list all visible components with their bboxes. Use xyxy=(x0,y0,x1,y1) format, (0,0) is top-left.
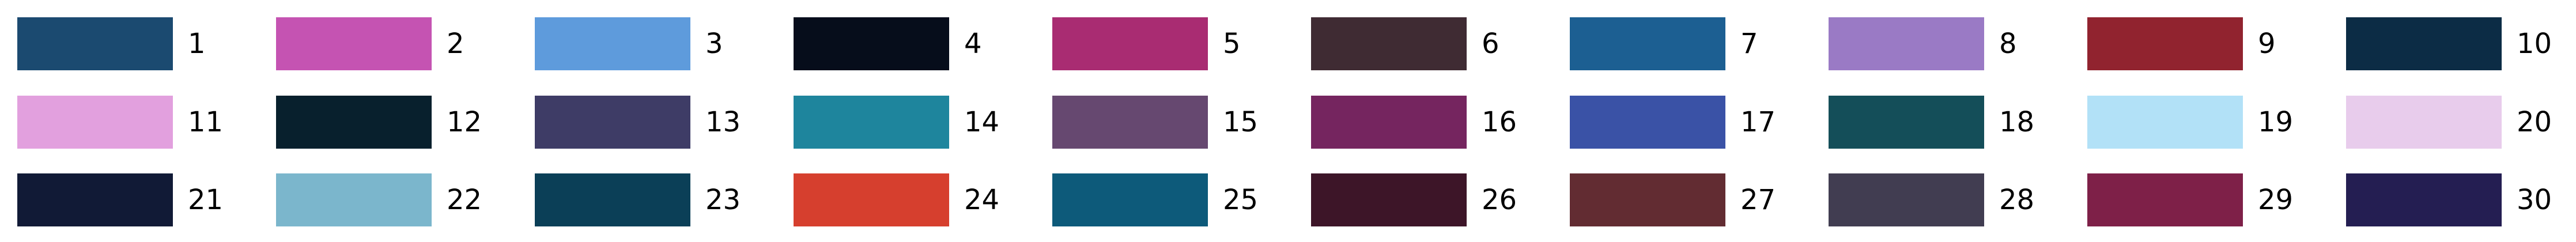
swatch-item: 6 xyxy=(1294,17,1547,70)
swatch-item: 29 xyxy=(2070,173,2324,226)
swatch-number-label: 12 xyxy=(447,106,482,138)
swatch-number-label: 2 xyxy=(447,28,464,60)
color-swatch xyxy=(17,96,173,149)
swatch-item: 27 xyxy=(1553,173,1806,226)
swatch-number-label: 18 xyxy=(1999,106,2035,138)
swatch-number-label: 25 xyxy=(1223,184,1259,216)
color-swatch xyxy=(276,173,432,226)
swatch-number-label: 20 xyxy=(2517,106,2552,138)
color-swatch xyxy=(1311,17,1467,70)
swatch-number-label: 10 xyxy=(2517,28,2552,60)
swatch-item: 9 xyxy=(2070,17,2324,70)
swatch-number-label: 21 xyxy=(188,184,224,216)
color-swatch xyxy=(1570,96,1725,149)
swatch-number-label: 3 xyxy=(705,28,723,60)
swatch-item: 17 xyxy=(1553,96,1806,149)
swatch-number-label: 26 xyxy=(1482,184,1517,216)
color-swatch xyxy=(2346,17,2502,70)
swatch-item: 21 xyxy=(0,173,254,226)
swatch-item: 19 xyxy=(2070,96,2324,149)
swatch-number-label: 1 xyxy=(188,28,206,60)
swatch-number-label: 27 xyxy=(1740,184,1776,216)
swatch-number-label: 9 xyxy=(2258,28,2276,60)
color-swatch xyxy=(1052,17,1208,70)
swatch-item: 30 xyxy=(2329,173,2576,226)
swatch-item: 12 xyxy=(259,96,512,149)
color-swatch xyxy=(17,173,173,226)
color-swatch xyxy=(1311,173,1467,226)
swatch-item: 1 xyxy=(0,17,254,70)
swatch-item: 11 xyxy=(0,96,254,149)
swatch-number-label: 14 xyxy=(964,106,1000,138)
swatch-item: 20 xyxy=(2329,96,2576,149)
color-swatch xyxy=(1570,17,1725,70)
swatch-item: 10 xyxy=(2329,17,2576,70)
color-swatch xyxy=(1829,173,1984,226)
swatch-number-label: 7 xyxy=(1740,28,1758,60)
color-swatch xyxy=(1052,96,1208,149)
swatch-number-label: 22 xyxy=(447,184,482,216)
swatch-item: 14 xyxy=(776,96,1030,149)
color-swatch xyxy=(2087,17,2243,70)
color-swatch xyxy=(17,17,173,70)
swatch-number-label: 4 xyxy=(964,28,982,60)
swatch-item: 8 xyxy=(1811,17,2065,70)
color-swatch xyxy=(2087,173,2243,226)
swatch-number-label: 30 xyxy=(2517,184,2552,216)
color-swatch xyxy=(535,173,690,226)
color-swatch xyxy=(276,96,432,149)
swatch-number-label: 28 xyxy=(1999,184,2035,216)
swatch-number-label: 23 xyxy=(705,184,741,216)
swatch-item: 28 xyxy=(1811,173,2065,226)
color-swatch xyxy=(794,173,949,226)
swatch-item: 26 xyxy=(1294,173,1547,226)
swatch-item: 23 xyxy=(518,173,771,226)
swatch-item: 7 xyxy=(1553,17,1806,70)
swatch-item: 4 xyxy=(776,17,1030,70)
color-swatch xyxy=(1570,173,1725,226)
color-swatch xyxy=(2346,173,2502,226)
swatch-number-label: 5 xyxy=(1223,28,1241,60)
swatch-number-label: 6 xyxy=(1482,28,1499,60)
swatch-number-label: 16 xyxy=(1482,106,1517,138)
swatch-number-label: 19 xyxy=(2258,106,2294,138)
swatch-number-label: 17 xyxy=(1740,106,1776,138)
color-swatch xyxy=(535,96,690,149)
swatch-item: 18 xyxy=(1811,96,2065,149)
swatch-item: 22 xyxy=(259,173,512,226)
swatch-item: 15 xyxy=(1035,96,1289,149)
color-swatch xyxy=(1829,17,1984,70)
swatch-number-label: 15 xyxy=(1223,106,1259,138)
color-swatch xyxy=(535,17,690,70)
swatch-item: 13 xyxy=(518,96,771,149)
color-swatch xyxy=(794,96,949,149)
swatch-item: 3 xyxy=(518,17,771,70)
color-swatch xyxy=(2346,96,2502,149)
color-swatch xyxy=(1052,173,1208,226)
color-swatch xyxy=(276,17,432,70)
swatch-number-label: 8 xyxy=(1999,28,2017,60)
color-swatch xyxy=(794,17,949,70)
swatch-item: 2 xyxy=(259,17,512,70)
swatch-number-label: 11 xyxy=(188,106,224,138)
swatch-item: 16 xyxy=(1294,96,1547,149)
swatch-number-label: 13 xyxy=(705,106,741,138)
swatch-number-label: 29 xyxy=(2258,184,2294,216)
swatch-item: 24 xyxy=(776,173,1030,226)
swatch-number-label: 24 xyxy=(964,184,1000,216)
color-swatch xyxy=(2087,96,2243,149)
color-swatch xyxy=(1829,96,1984,149)
swatch-item: 5 xyxy=(1035,17,1289,70)
color-swatch xyxy=(1311,96,1467,149)
swatch-item: 25 xyxy=(1035,173,1289,226)
